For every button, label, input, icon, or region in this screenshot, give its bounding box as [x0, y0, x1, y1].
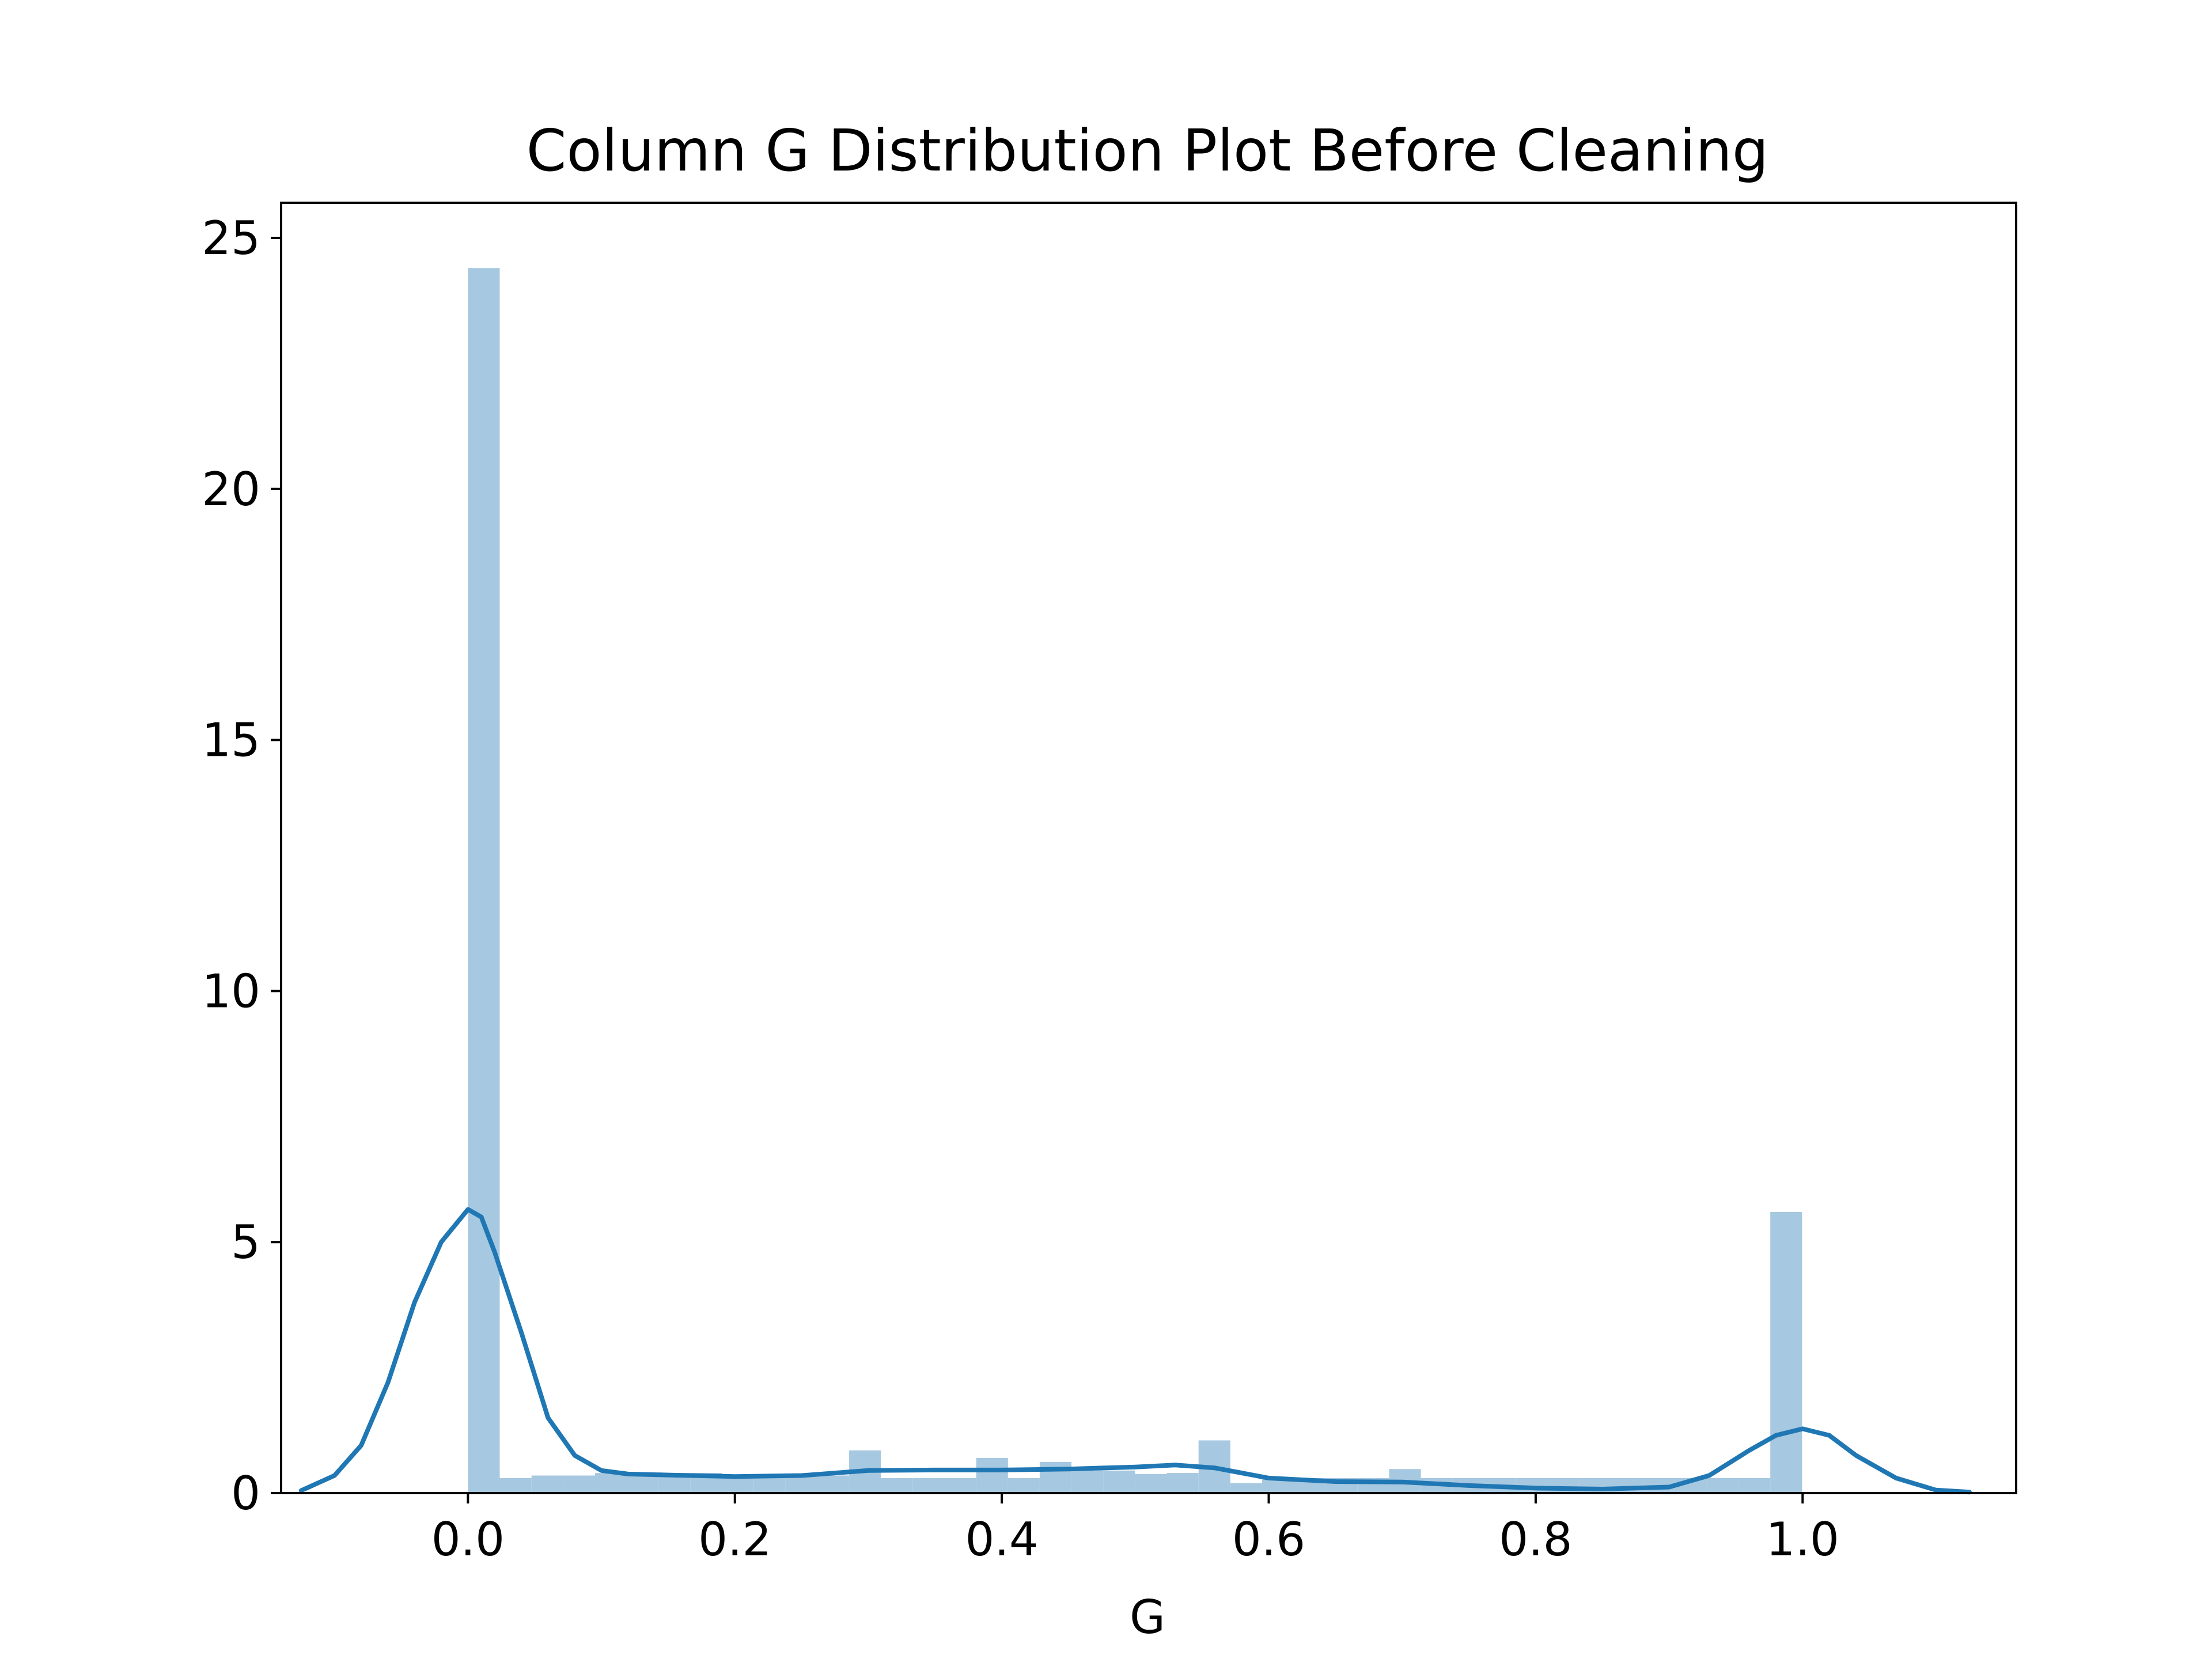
histogram-bar [785, 1475, 817, 1493]
histogram-bar [1706, 1478, 1738, 1493]
y-tick-label: 25 [202, 211, 260, 265]
histogram-bar [563, 1475, 595, 1493]
histogram-bar [594, 1473, 627, 1493]
y-tick-label: 0 [231, 1467, 260, 1520]
y-tick-label: 5 [231, 1215, 260, 1269]
chart-title: Column G Distribution Plot Before Cleani… [527, 117, 1769, 184]
histogram-bar [817, 1475, 849, 1493]
histogram-bar [1166, 1473, 1199, 1493]
histogram-bar [881, 1478, 913, 1493]
y-tick-label: 15 [202, 714, 260, 767]
kde-line [298, 1207, 1972, 1495]
histogram-bar [1071, 1470, 1104, 1493]
histogram-bar [1770, 1211, 1802, 1493]
x-tick-label: 0.0 [431, 1513, 505, 1566]
axes-frame [280, 202, 2017, 1494]
x-axis-label: G [1130, 1590, 1165, 1644]
x-tick-label: 0.2 [698, 1513, 771, 1566]
x-axis-ticks: 0.0 0.2 0.4 0.6 0.8 1.0 [431, 1493, 1839, 1566]
plot-frame [280, 202, 2017, 1494]
kde-curve-group [298, 1207, 1972, 1495]
histogram-bar [1738, 1478, 1771, 1493]
y-tick-label: 20 [202, 463, 260, 516]
histogram-bar [1103, 1470, 1135, 1493]
x-tick-label: 0.4 [965, 1513, 1039, 1566]
x-tick-label: 1.0 [1766, 1513, 1839, 1566]
y-tick-label: 10 [202, 964, 260, 1018]
histogram-bar [976, 1458, 1008, 1493]
histogram-bar [1007, 1478, 1040, 1493]
histogram-bars [468, 268, 1802, 1493]
x-tick-label: 0.6 [1232, 1513, 1305, 1566]
y-axis-ticks: 0 5 10 15 20 25 [202, 211, 281, 1520]
x-tick-label: 0.8 [1499, 1513, 1572, 1566]
histogram-bar [531, 1475, 563, 1493]
histogram-bar [499, 1478, 532, 1493]
histogram-bar [1039, 1462, 1071, 1493]
histogram-bar [944, 1478, 976, 1493]
histogram-bar [1230, 1483, 1262, 1493]
histogram-bar [1135, 1474, 1167, 1493]
histogram-bar [753, 1475, 786, 1493]
histogram-bar [912, 1478, 945, 1493]
histogram-bar [468, 268, 500, 1493]
